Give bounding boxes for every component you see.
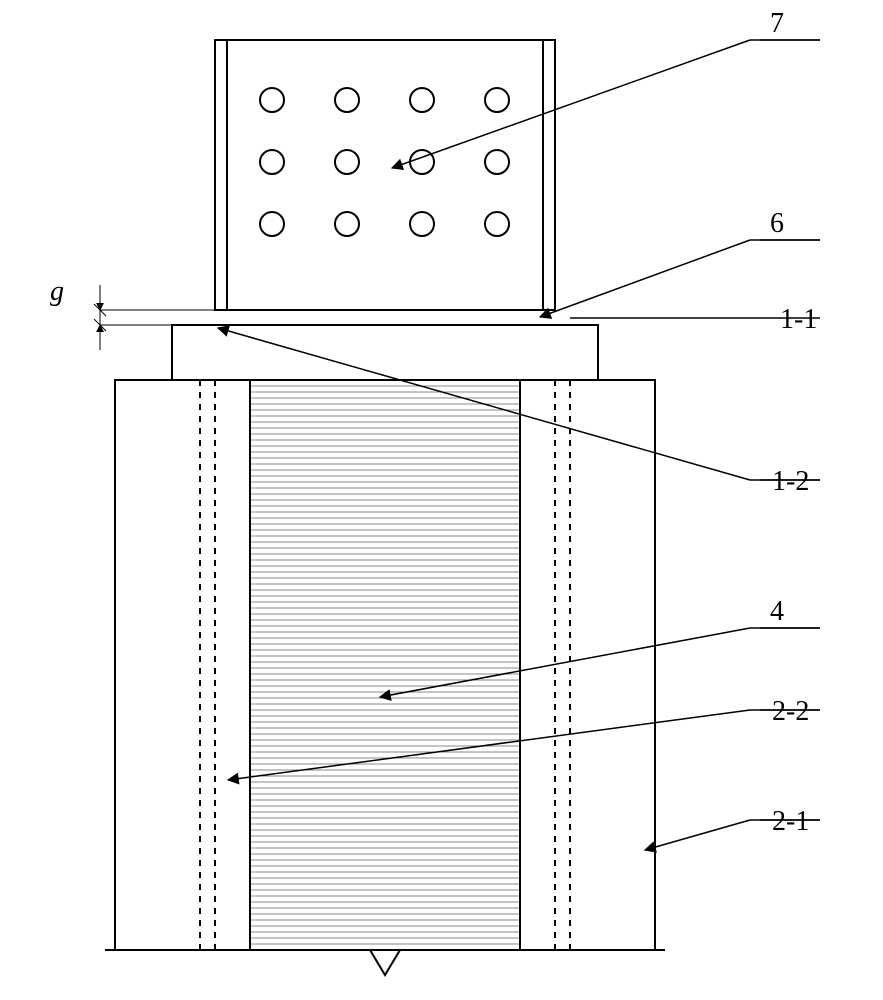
label-l1_1: 1-1	[780, 304, 817, 335]
hatched-core	[250, 380, 520, 950]
label-l4: 4	[770, 596, 784, 627]
label-l1_2: 1-2	[772, 466, 809, 497]
label-l7: 7	[770, 8, 784, 39]
engineering-diagram: 7 6 1-1 1-2 4 2-2 2-1 g	[0, 0, 883, 1000]
break-symbol	[370, 950, 400, 975]
label-l2_1: 2-1	[772, 806, 809, 837]
label-l6: 6	[770, 208, 784, 239]
upper-block	[215, 40, 555, 310]
lower-outer-block	[115, 380, 655, 950]
label-l2_2: 2-2	[772, 696, 809, 727]
dimension-g-label: g	[50, 276, 64, 307]
